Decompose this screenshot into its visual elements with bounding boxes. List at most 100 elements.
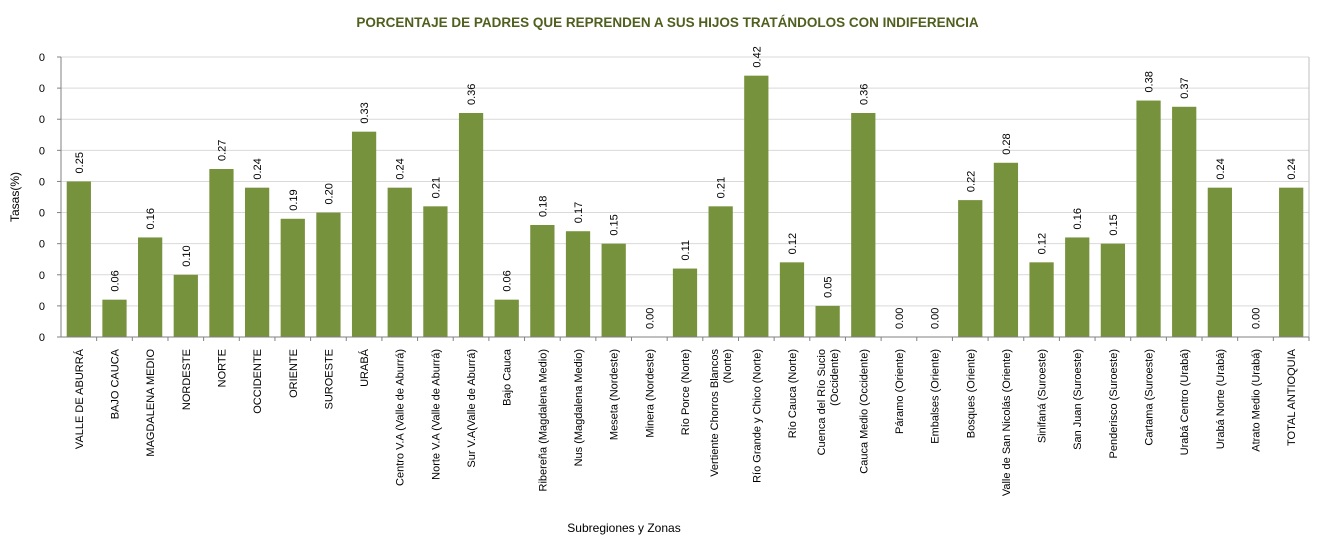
data-label: 0.00 — [894, 308, 906, 329]
category-label: (Occidente) — [829, 349, 841, 406]
data-label: 0.20 — [323, 183, 335, 204]
bar — [1136, 100, 1161, 337]
category-label: Sinifaná (Suroeste) — [1037, 349, 1049, 443]
bar — [530, 225, 555, 337]
data-labels: 0.25 0.06 0.16 0.10 0.27 0.24 0.19 0.20 0.33 0.24… — [74, 46, 1298, 329]
category-label: Centro V.A (Valle de Aburrá) — [395, 349, 407, 486]
bar — [993, 162, 1019, 337]
category-label: SUROESTE — [323, 349, 335, 410]
category-label: MAGDALENA MEDIO — [145, 349, 157, 457]
bar — [958, 200, 983, 337]
data-label: 0.36 — [466, 84, 478, 105]
data-label: 0.42 — [751, 46, 763, 67]
bar — [565, 231, 591, 337]
category-label: Meseta (Nordeste) — [609, 349, 621, 440]
category-label: Páramo (Oriente) — [894, 349, 906, 434]
x-axis-label: Subregiones y Zonas — [567, 521, 680, 535]
data-label: 0.19 — [288, 189, 300, 210]
category-label: ORIENTE — [288, 349, 300, 398]
category-label: Ribereña (Magdalena Medio) — [537, 349, 549, 491]
bar — [601, 243, 626, 337]
bar — [423, 206, 448, 337]
data-label: 0.33 — [359, 102, 371, 123]
y-axis-label: Tasas(%) — [8, 172, 22, 222]
category-label: Bajo Cauca — [502, 348, 514, 406]
category-label: Cuenca del Río Sucio — [816, 349, 828, 455]
bars — [66, 75, 1304, 338]
bar — [1207, 187, 1232, 337]
data-label: 0.28 — [1001, 133, 1013, 154]
bar — [387, 187, 412, 337]
data-label: 0.06 — [109, 270, 121, 291]
category-label: NORDESTE — [181, 349, 193, 410]
bar — [744, 75, 769, 338]
bar — [316, 212, 341, 337]
category-label: Urabá Centro (Urabá) — [1179, 349, 1191, 455]
bar — [494, 299, 519, 337]
bar — [1100, 243, 1126, 337]
bar — [1029, 262, 1054, 337]
chart-title: PORCENTAJE DE PADRES QUE REPRENDEN A SUS… — [356, 15, 979, 30]
data-label: 0.18 — [537, 196, 549, 217]
category-label: Sur V.A(Valle de Aburrá) — [466, 349, 478, 468]
bar — [102, 299, 127, 337]
y-tick-label: 0 — [39, 114, 45, 126]
category-label: Valle de San Nicolás (Oriente) — [1001, 349, 1013, 496]
data-label: 0.22 — [965, 171, 977, 192]
x-category-labels: VALLE DE ABURRÁ BAJO CAUCA MAGDALENA MEDIO… — [73, 348, 1298, 496]
y-tick-label: 0 — [39, 239, 45, 251]
bar — [851, 113, 876, 337]
y-tick-label: 0 — [39, 208, 45, 220]
data-label: 0.16 — [1072, 208, 1084, 229]
category-label: Penderisco (Suroeste) — [1108, 349, 1120, 458]
data-label: 0.16 — [145, 208, 157, 229]
data-label: 0.36 — [858, 84, 870, 105]
category-label: Atrato Medio (Urabá) — [1251, 349, 1263, 452]
data-label: 0.12 — [787, 233, 799, 254]
category-label: OCCIDENTE — [252, 349, 264, 414]
data-label: 0.38 — [1144, 71, 1156, 92]
data-label: 0.12 — [1037, 233, 1049, 254]
bar — [1172, 106, 1197, 338]
data-label: 0.21 — [716, 177, 728, 198]
bar — [173, 274, 198, 337]
data-label: 0.11 — [680, 240, 692, 261]
bar — [66, 181, 91, 337]
bar — [1279, 187, 1304, 337]
data-label: 0.24 — [1286, 158, 1298, 179]
data-label: 0.15 — [609, 214, 621, 235]
category-label: Río Grande y Chico (Norte) — [751, 349, 763, 483]
bar — [1065, 237, 1090, 337]
data-label: 0.21 — [430, 177, 442, 198]
data-label: 0.24 — [252, 158, 264, 179]
data-label: 0.15 — [1108, 214, 1120, 235]
category-label: Río Porce (Norte) — [680, 349, 692, 435]
data-label: 0.05 — [823, 276, 835, 297]
y-tick-label: 0 — [39, 176, 45, 188]
data-label: 0.00 — [644, 308, 656, 329]
axes — [60, 57, 1310, 341]
category-label: Bosques (Oriente) — [965, 349, 977, 438]
category-label: NORTE — [216, 349, 228, 387]
category-label: BAJO CAUCA — [109, 348, 121, 419]
y-tick-label: 0 — [39, 270, 45, 282]
y-tick-label: 0 — [39, 332, 45, 344]
data-label: 0.06 — [502, 270, 514, 291]
data-label: 0.10 — [181, 245, 193, 266]
bar — [280, 218, 305, 337]
bar — [351, 131, 377, 337]
bar — [708, 206, 733, 337]
data-label: 0.27 — [216, 140, 228, 161]
category-label: Cauca Medio (Occidente) — [858, 349, 870, 474]
category-label: (Norte) — [722, 349, 734, 383]
y-tick-label: 0 — [39, 83, 45, 95]
data-label: 0.25 — [74, 152, 86, 173]
category-label: Nus (Magdalena Medio) — [573, 349, 585, 466]
data-label: 0.00 — [930, 308, 942, 329]
data-label: 0.37 — [1179, 77, 1191, 98]
bar — [138, 237, 163, 337]
y-tick-labels: 0 0 0 0 0 0 0 0 0 0 — [39, 52, 61, 344]
data-label: 0.17 — [573, 202, 585, 223]
bar — [815, 305, 840, 337]
